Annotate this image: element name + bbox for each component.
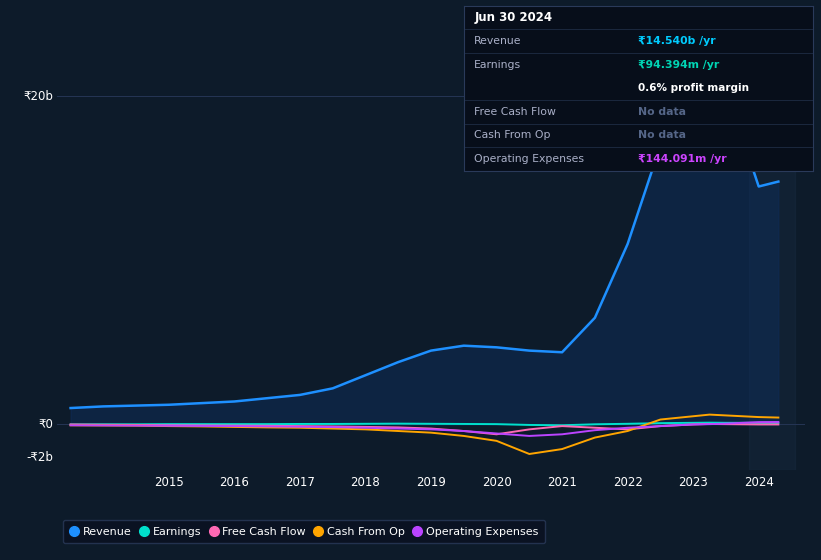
- Text: No data: No data: [639, 130, 686, 141]
- Text: ₹0: ₹0: [39, 418, 53, 431]
- Text: ₹144.091m /yr: ₹144.091m /yr: [639, 154, 727, 164]
- Text: -₹2b: -₹2b: [27, 451, 53, 464]
- Text: ₹14.540b /yr: ₹14.540b /yr: [639, 36, 716, 46]
- Text: Free Cash Flow: Free Cash Flow: [475, 107, 556, 117]
- Text: Jun 30 2024: Jun 30 2024: [475, 11, 553, 24]
- Text: No data: No data: [639, 107, 686, 117]
- Legend: Revenue, Earnings, Free Cash Flow, Cash From Op, Operating Expenses: Revenue, Earnings, Free Cash Flow, Cash …: [63, 520, 545, 543]
- Text: Cash From Op: Cash From Op: [475, 130, 551, 141]
- Text: 0.6% profit margin: 0.6% profit margin: [639, 83, 750, 93]
- Text: Revenue: Revenue: [475, 36, 522, 46]
- Bar: [749, 22, 795, 470]
- Text: ₹94.394m /yr: ₹94.394m /yr: [639, 59, 719, 69]
- Text: Earnings: Earnings: [475, 59, 521, 69]
- Text: Operating Expenses: Operating Expenses: [475, 154, 585, 164]
- Text: ₹20b: ₹20b: [24, 90, 53, 102]
